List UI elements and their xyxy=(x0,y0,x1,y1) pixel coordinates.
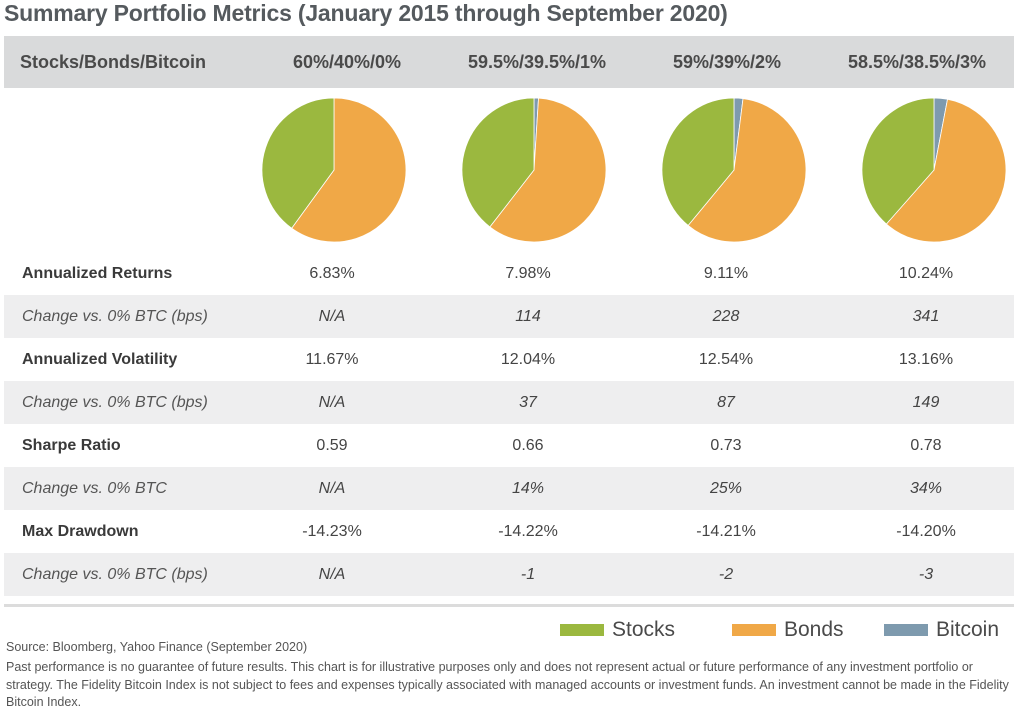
metric-label: Change vs. 0% BTC (bps) xyxy=(22,307,208,325)
metric-label: Annualized Returns xyxy=(22,264,173,282)
pie-slice-bonds xyxy=(885,98,1007,243)
metric-label: Annualized Volatility xyxy=(22,350,178,368)
metric-row: Annualized Volatility 11.67% 12.04% 12.54% 1… xyxy=(4,338,1014,381)
pie-slice-stocks xyxy=(461,97,535,228)
metric-value: N/A xyxy=(318,394,346,411)
metric-value: N/A xyxy=(318,480,346,497)
header-col-4: 58.5%/38.5%/3% xyxy=(847,51,987,72)
metric-value: 12.54% xyxy=(698,351,754,368)
metric-value: 10.24% xyxy=(898,265,954,282)
metric-value: 34% xyxy=(909,480,943,497)
metric-value: -14.22% xyxy=(498,523,558,540)
metric-value: 14% xyxy=(511,480,545,497)
metric-value: 341 xyxy=(912,308,940,325)
metric-row: Max Drawdown -14.23% -14.22% -14.21% -14.20% xyxy=(4,510,1014,553)
pie-slice-stocks xyxy=(661,97,735,227)
metric-value: 6.83% xyxy=(309,265,355,282)
metric-value: 37 xyxy=(519,394,537,411)
legend-swatch-bitcoin xyxy=(884,624,928,636)
metric-value: 25% xyxy=(709,480,743,497)
legend-item-bonds: Bonds xyxy=(732,616,844,644)
pie-slice-stocks xyxy=(261,97,335,229)
metric-value: 0.66 xyxy=(512,437,544,454)
disclaimer-note: Past performance is no guarantee of futu… xyxy=(6,660,1009,709)
pie-slice-bonds xyxy=(489,97,607,243)
metric-label: Change vs. 0% BTC (bps) xyxy=(22,393,208,411)
pie-slice-bonds xyxy=(687,98,807,243)
legend-label-bitcoin: Bitcoin xyxy=(936,618,1000,641)
pie-slice-stocks xyxy=(861,97,935,225)
metric-value: 0.73 xyxy=(710,437,742,454)
header-row: Stocks/Bonds/Bitcoin 60%/40%/0% 59.5%/39… xyxy=(4,36,1014,88)
metric-value: 87 xyxy=(717,394,735,411)
metric-value: 0.59 xyxy=(316,437,348,454)
metric-row: Change vs. 0% BTC (bps) N/A 114 228 341 xyxy=(4,295,1014,338)
metric-value: 12.04% xyxy=(500,351,556,368)
metric-value: 114 xyxy=(515,308,541,325)
metric-label: Max Drawdown xyxy=(22,522,139,540)
source-note: Source: Bloomberg, Yahoo Finance (Septem… xyxy=(6,640,308,654)
metric-value: 149 xyxy=(912,394,940,411)
header-col-3: 59%/39%/2% xyxy=(672,51,782,72)
metric-value: 7.98% xyxy=(505,265,551,282)
metric-value: 0.78 xyxy=(910,437,942,454)
metric-value: -14.21% xyxy=(696,523,756,540)
metric-label: Change vs. 0% BTC xyxy=(22,479,167,497)
chart-title: Summary Portfolio Metrics (January 2015 … xyxy=(4,0,728,26)
pie-chart-2 xyxy=(461,97,607,243)
pie-chart-1 xyxy=(261,97,407,243)
legend-label-bonds: Bonds xyxy=(784,618,844,641)
metric-label: Change vs. 0% BTC (bps) xyxy=(22,565,208,583)
pie-chart-3 xyxy=(661,97,807,243)
table-bottom-rule xyxy=(4,604,1014,607)
metric-value: 228 xyxy=(712,308,740,325)
pie-charts-row xyxy=(4,88,1014,252)
metric-row: Annualized Returns 6.83% 7.98% 9.11% 10.24% xyxy=(4,252,1014,295)
header-row-label: Stocks/Bonds/Bitcoin xyxy=(20,51,207,72)
metric-value: N/A xyxy=(318,566,346,583)
pie-slice-bonds xyxy=(291,97,407,243)
metric-value: -14.23% xyxy=(302,523,362,540)
pie-chart-4 xyxy=(861,97,1007,243)
metric-value: -1 xyxy=(520,566,536,583)
metric-row: Change vs. 0% BTC N/A 14% 25% 34% xyxy=(4,467,1014,510)
metric-value: -3 xyxy=(918,566,934,583)
metrics-table: Annualized Returns 6.83% 7.98% 9.11% 10.24% C… xyxy=(4,252,1014,596)
metric-row: Change vs. 0% BTC (bps) N/A 37 87 149 xyxy=(4,381,1014,424)
metric-value: 9.11% xyxy=(703,265,749,282)
legend-swatch-stocks xyxy=(560,624,604,636)
legend-label-stocks: Stocks xyxy=(612,618,676,641)
legend: Stocks Bonds Bitcoin xyxy=(560,616,1020,644)
metric-row: Change vs. 0% BTC (bps) N/A -1 -2 -3 xyxy=(4,553,1014,596)
metric-value: -14.20% xyxy=(896,523,956,540)
header-col-2: 59.5%/39.5%/1% xyxy=(467,51,607,72)
metric-label: Sharpe Ratio xyxy=(22,436,121,454)
metric-value: N/A xyxy=(318,308,346,325)
metric-value: 13.16% xyxy=(898,351,954,368)
legend-swatch-bonds xyxy=(732,624,776,636)
header-col-1: 60%/40%/0% xyxy=(292,51,402,72)
metric-row: Sharpe Ratio 0.59 0.66 0.73 0.78 xyxy=(4,424,1014,467)
legend-item-stocks: Stocks xyxy=(560,616,675,644)
metric-value: 11.67% xyxy=(305,351,359,368)
legend-item-bitcoin: Bitcoin xyxy=(884,616,999,644)
metric-value: -2 xyxy=(718,566,734,583)
